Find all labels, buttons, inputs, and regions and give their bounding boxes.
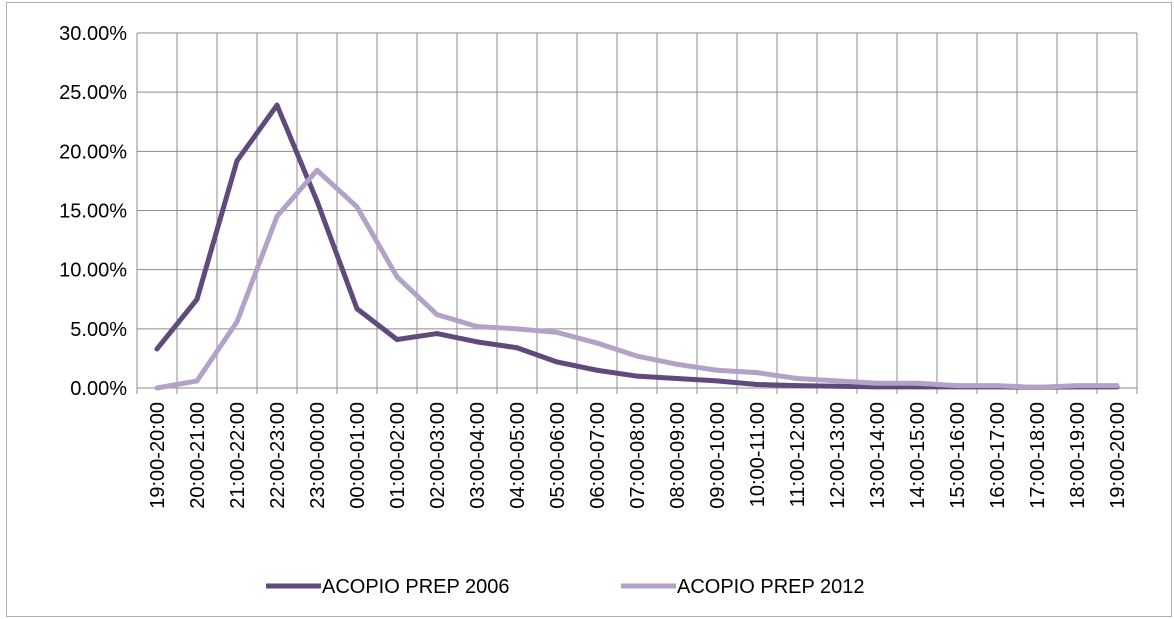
data-point bbox=[554, 359, 560, 365]
data-point bbox=[194, 296, 200, 302]
x-tick-label: 06:00-07:00 bbox=[587, 402, 609, 509]
x-tick-label: 08:00-09:00 bbox=[667, 402, 689, 509]
data-point bbox=[754, 381, 760, 387]
x-tick-label: 13:00-14:00 bbox=[867, 402, 889, 509]
data-point bbox=[634, 373, 640, 379]
legend-label: ACOPIO PREP 2012 bbox=[677, 576, 865, 598]
x-tick-label: 02:00-03:00 bbox=[427, 402, 449, 509]
data-point bbox=[754, 370, 760, 376]
x-tick-label: 22:00-23:00 bbox=[267, 402, 289, 509]
data-point bbox=[194, 378, 200, 384]
chart-frame bbox=[6, 2, 1172, 617]
data-point bbox=[354, 306, 360, 312]
x-tick-label: 01:00-02:00 bbox=[387, 402, 409, 509]
data-point bbox=[1114, 383, 1120, 389]
x-tick-label: 14:00-15:00 bbox=[907, 402, 929, 509]
data-point bbox=[794, 383, 800, 389]
data-point bbox=[914, 380, 920, 386]
data-point bbox=[874, 380, 880, 386]
x-axis-tick-labels: 19:00-20:00 20:00-21:00 21:00-22:00 22:00-2… bbox=[147, 402, 1129, 509]
x-tick-label: 16:00-17:00 bbox=[987, 402, 1009, 509]
legend: ACOPIO PREP 2006 ACOPIO PREP 2012 bbox=[266, 576, 865, 598]
data-point bbox=[234, 319, 240, 325]
data-point bbox=[154, 346, 160, 352]
x-tick-label: 17:00-18:00 bbox=[1027, 402, 1049, 509]
data-point bbox=[594, 367, 600, 373]
x-tick-label: 03:00-04:00 bbox=[467, 402, 489, 509]
legend-label: ACOPIO PREP 2006 bbox=[322, 576, 510, 598]
series-line-1 bbox=[154, 102, 1120, 390]
data-point bbox=[514, 326, 520, 332]
y-axis-tick-labels: 0.00% 5.00% 10.00% 15.00% 20.00% 25.00% 30.00% bbox=[59, 23, 127, 400]
data-point bbox=[834, 383, 840, 389]
x-tick-label: 09:00-10:00 bbox=[707, 402, 729, 509]
x-tick-label: 04:00-05:00 bbox=[507, 402, 529, 509]
data-point bbox=[1074, 383, 1080, 389]
series-lines bbox=[154, 102, 1120, 391]
x-tick-label: 07:00-08:00 bbox=[627, 402, 649, 509]
x-tick-label: 15:00-16:00 bbox=[947, 402, 969, 509]
x-tick-label: 11:00-12:00 bbox=[787, 402, 809, 507]
y-tick-label: 20.00% bbox=[59, 141, 127, 163]
data-point bbox=[834, 378, 840, 384]
y-tick-label: 30.00% bbox=[59, 23, 127, 45]
data-point bbox=[714, 378, 720, 384]
x-tick-label: 00:00-01:00 bbox=[347, 402, 369, 509]
data-point bbox=[514, 345, 520, 351]
data-point bbox=[274, 102, 280, 108]
x-tick-label: 12:00-13:00 bbox=[827, 402, 849, 509]
data-point bbox=[394, 336, 400, 342]
data-point bbox=[474, 339, 480, 345]
data-point bbox=[1034, 384, 1040, 390]
data-point bbox=[474, 323, 480, 329]
data-point bbox=[954, 383, 960, 389]
data-point bbox=[274, 213, 280, 219]
x-tick-label: 19:00-20:00 bbox=[1107, 402, 1129, 509]
x-tick-label: 19:00-20:00 bbox=[147, 402, 169, 509]
x-tick-label: 10:00-11:00 bbox=[747, 402, 769, 507]
y-tick-label: 25.00% bbox=[59, 82, 127, 104]
data-point bbox=[434, 312, 440, 318]
data-point bbox=[234, 158, 240, 164]
data-point bbox=[554, 329, 560, 335]
data-point bbox=[674, 376, 680, 382]
y-tick-label: 5.00% bbox=[70, 319, 127, 341]
y-tick-label: 10.00% bbox=[59, 260, 127, 282]
data-point bbox=[994, 383, 1000, 389]
data-point bbox=[354, 204, 360, 210]
x-tick-label: 21:00-22:00 bbox=[227, 402, 249, 509]
grid-lines bbox=[136, 32, 1138, 394]
data-point bbox=[674, 361, 680, 367]
x-tick-label: 20:00-21:00 bbox=[187, 402, 209, 509]
data-point bbox=[634, 353, 640, 359]
data-point bbox=[794, 376, 800, 382]
data-point bbox=[314, 198, 320, 204]
y-tick-label: 15.00% bbox=[59, 201, 127, 223]
data-point bbox=[314, 167, 320, 173]
data-point bbox=[714, 367, 720, 373]
data-point bbox=[154, 385, 160, 391]
x-tick-label: 05:00-06:00 bbox=[547, 402, 569, 509]
x-tick-label: 18:00-19:00 bbox=[1067, 402, 1089, 509]
x-tick-label: 23:00-00:00 bbox=[307, 402, 329, 509]
data-point bbox=[394, 274, 400, 280]
data-point bbox=[434, 331, 440, 337]
y-tick-label: 0.00% bbox=[70, 378, 127, 400]
data-point bbox=[594, 340, 600, 346]
